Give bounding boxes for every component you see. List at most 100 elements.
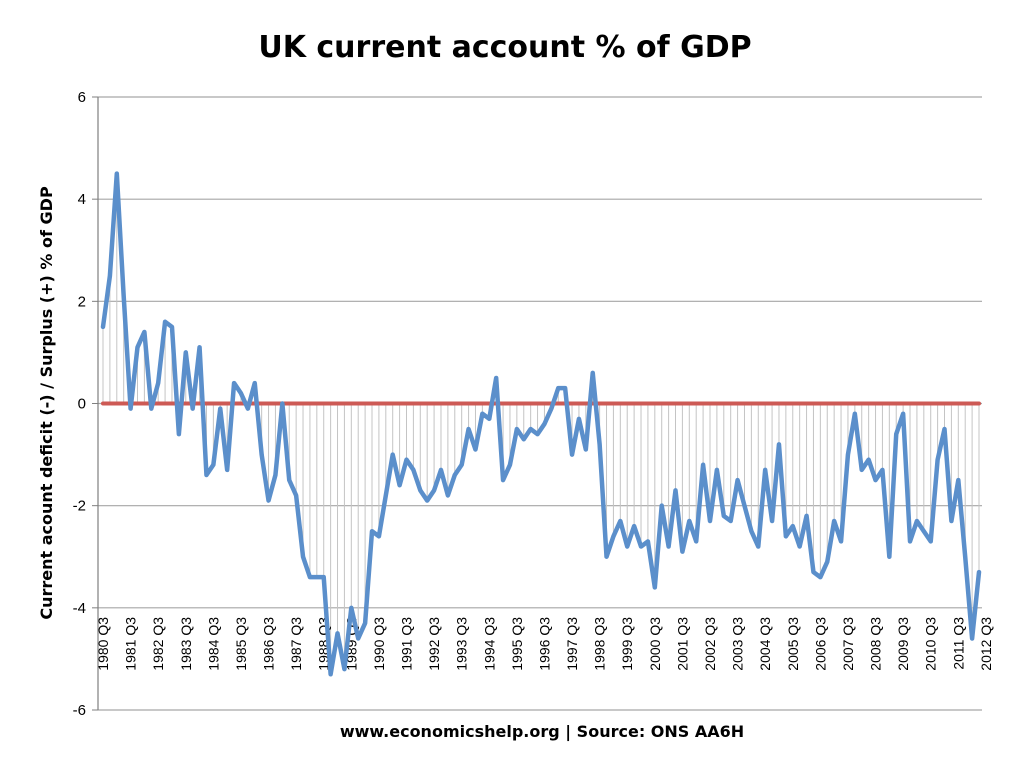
data-point-16: [212, 464, 215, 466]
data-point-113: [881, 469, 884, 471]
x-tick-label-5: 1985 Q3: [233, 617, 249, 671]
data-point-37: [357, 637, 360, 640]
series-group: [100, 171, 982, 677]
data-point-127: [978, 571, 980, 573]
data-point-112: [874, 479, 877, 481]
x-tick-label-15: 1995 Q3: [509, 617, 525, 671]
data-point-25: [274, 474, 277, 476]
data-point-67: [564, 387, 566, 389]
data-point-58: [502, 479, 504, 481]
x-axis-label: www.economicshelp.org | Source: ONS AA6H: [340, 722, 744, 742]
data-point-5: [136, 346, 139, 349]
data-point-118: [916, 520, 918, 522]
data-point-88: [709, 520, 711, 522]
data-point-30: [309, 576, 311, 578]
data-point-89: [716, 469, 718, 471]
data-point-39: [371, 530, 373, 533]
data-point-0: [102, 326, 104, 328]
data-point-31: [316, 576, 318, 578]
data-point-13: [191, 407, 194, 410]
x-axis-ticks: 1980 Q3 1981 Q3 1982 Q3 1983 Q3 1984 Q3 1985 …: [95, 617, 994, 671]
x-tick-label-1: 1981 Q3: [123, 617, 139, 671]
y-tick-label-6: -6: [73, 702, 86, 719]
data-point-23: [260, 453, 263, 456]
x-tick-label-22: 2002 Q3: [702, 617, 718, 671]
data-point-123: [950, 520, 953, 522]
data-point-100: [791, 525, 794, 527]
data-point-48: [433, 489, 435, 492]
data-point-77: [633, 525, 635, 527]
x-tick-label-25: 2005 Q3: [785, 617, 801, 671]
data-point-63: [536, 433, 539, 435]
data-point-64: [543, 423, 546, 425]
x-tick-label-28: 2008 Q3: [868, 617, 884, 671]
data-point-73: [605, 555, 608, 558]
data-point-38: [364, 622, 366, 624]
y-tick-label-2: 2: [78, 293, 86, 310]
data-point-26: [281, 402, 284, 405]
data-point-66: [557, 387, 560, 389]
data-point-104: [819, 576, 822, 578]
y-tick-label-4: -2: [73, 498, 86, 515]
data-point-21: [247, 407, 249, 410]
data-point-12: [184, 351, 187, 354]
data-point-71: [591, 372, 594, 374]
data-point-106: [833, 520, 835, 522]
data-point-116: [902, 412, 904, 415]
data-point-34: [336, 632, 339, 635]
data-point-117: [909, 540, 911, 543]
chart-title: UK current account % of GDP: [258, 30, 751, 65]
data-point-80: [654, 586, 656, 589]
data-point-124: [957, 479, 960, 481]
current-account-line: [100, 171, 982, 677]
x-tick-label-30: 2010 Q3: [923, 617, 939, 671]
x-tick-label-32: 2012 Q3: [978, 617, 994, 671]
data-point-92: [736, 479, 739, 481]
data-point-65: [550, 407, 553, 410]
data-point-85: [688, 520, 691, 522]
x-tick-label-2: 1982 Q3: [150, 617, 166, 671]
data-point-59: [509, 464, 511, 466]
data-point-122: [943, 428, 946, 430]
data-point-55: [481, 412, 484, 415]
data-point-91: [729, 520, 732, 522]
data-point-87: [702, 464, 704, 466]
data-point-96: [764, 469, 766, 471]
data-point-70: [585, 448, 587, 451]
x-tick-label-11: 1991 Q3: [398, 617, 414, 671]
x-tick-label-12: 1992 Q3: [426, 617, 442, 671]
data-point-94: [750, 530, 753, 533]
data-point-62: [529, 428, 532, 430]
x-tick-label-21: 2001 Q3: [674, 617, 690, 671]
data-point-81: [660, 504, 663, 507]
x-tick-label-23: 2003 Q3: [730, 617, 746, 671]
data-point-119: [923, 530, 925, 533]
x-tick-label-4: 1984 Q3: [205, 617, 221, 671]
data-point-8: [157, 382, 159, 384]
data-point-52: [460, 464, 463, 466]
data-point-9: [164, 320, 166, 323]
data-point-17: [219, 407, 222, 410]
x-tick-label-29: 2009 Q3: [895, 617, 911, 671]
data-point-53: [467, 428, 470, 430]
data-point-99: [785, 535, 787, 538]
data-point-103: [812, 571, 815, 573]
data-point-50: [447, 494, 449, 497]
x-tick-label-0: 1980 Q3: [95, 617, 111, 671]
data-point-101: [798, 545, 801, 548]
data-point-111: [867, 458, 870, 461]
data-point-72: [598, 443, 601, 446]
data-point-125: [964, 555, 967, 558]
data-point-32: [322, 576, 325, 578]
data-point-57: [495, 377, 497, 379]
data-point-6: [143, 331, 146, 333]
data-point-33: [329, 673, 332, 676]
data-point-54: [474, 448, 477, 451]
data-point-14: [198, 346, 201, 349]
data-point-11: [178, 433, 180, 435]
x-tick-label-27: 2007 Q3: [840, 617, 856, 671]
data-point-120: [929, 540, 932, 543]
data-point-108: [847, 453, 849, 456]
data-point-56: [488, 418, 491, 420]
